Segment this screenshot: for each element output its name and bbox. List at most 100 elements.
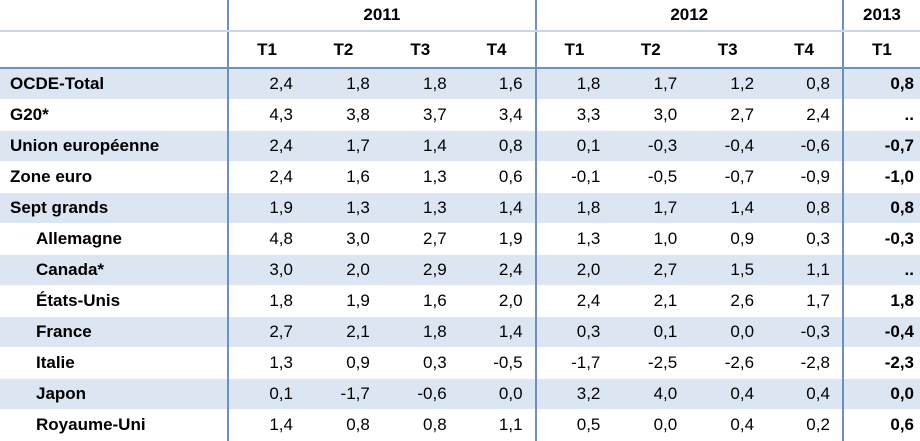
table-body: OCDE-Total 2,4 1,8 1,8 1,6 1,8 1,7 1,2 0,8 0,8 G20… — [0, 68, 920, 441]
value-cell: 0,6 — [842, 409, 920, 441]
value-cell: 1,7 — [766, 285, 844, 317]
value-cell: -0,3 — [842, 223, 920, 255]
header-corner-cell — [0, 31, 230, 69]
quarter-header: T2 — [304, 31, 382, 69]
value-cell: 3,0 — [612, 99, 690, 131]
value-cell: 2,6 — [689, 285, 767, 317]
value-cell: 0,4 — [766, 378, 844, 410]
value-cell: 1,3 — [535, 223, 613, 255]
row-label: Sept grands — [0, 192, 230, 224]
value-cell: 0,9 — [689, 223, 767, 255]
value-cell: 0,5 — [535, 409, 613, 441]
table-row: Royaume-Uni 1,4 0,8 0,8 1,1 0,5 0,0 0,4 0,2 0,6 — [0, 409, 920, 441]
row-label: G20* — [0, 99, 230, 131]
row-label: OCDE-Total — [0, 68, 230, 100]
value-cell: -0,7 — [842, 130, 920, 162]
quarter-header: T1 — [842, 31, 920, 69]
value-cell: 1,8 — [228, 285, 305, 317]
value-cell: .. — [842, 254, 920, 286]
value-cell: 0,8 — [766, 68, 844, 100]
value-cell: 0,8 — [458, 130, 537, 162]
quarter-header: T4 — [458, 31, 537, 69]
value-cell: -0,5 — [612, 161, 690, 193]
value-cell: 2,4 — [766, 99, 844, 131]
table-row: France 2,7 2,1 1,8 1,4 0,3 0,1 0,0 -0,3 -0,4 — [0, 316, 920, 348]
value-cell: 1,8 — [535, 192, 613, 224]
value-cell: 1,8 — [535, 68, 613, 100]
value-cell: 1,1 — [766, 254, 844, 286]
row-label: Zone euro — [0, 161, 230, 193]
value-cell: 1,3 — [381, 161, 459, 193]
value-cell: 1,2 — [689, 68, 767, 100]
value-cell: -0,9 — [766, 161, 844, 193]
value-cell: 1,3 — [228, 347, 305, 379]
row-label: Union européenne — [0, 130, 230, 162]
row-label: Canada* — [0, 254, 230, 286]
value-cell: -1,7 — [535, 347, 613, 379]
quarter-header: T1 — [535, 31, 613, 69]
value-cell: 2,7 — [689, 99, 767, 131]
row-label: France — [0, 316, 230, 348]
year-header-2012: 2012 — [535, 0, 844, 32]
table-row: Union européenne 2,4 1,7 1,4 0,8 0,1 -0,3 -0,4-… — [0, 130, 920, 162]
value-cell: 0,0 — [842, 378, 920, 410]
value-cell: 1,7 — [612, 192, 690, 224]
value-cell: 1,8 — [304, 68, 382, 100]
value-cell: 0,1 — [228, 378, 305, 410]
value-cell: 1,8 — [842, 285, 920, 317]
table-row: Japon 0,1 -1,7 -0,6 0,0 3,2 4,0 0,4 0,4 0,0 — [0, 378, 920, 410]
value-cell: 1,6 — [381, 285, 459, 317]
value-cell: 1,3 — [381, 192, 459, 224]
value-cell: 1,4 — [228, 409, 305, 441]
value-cell: 0,1 — [535, 130, 613, 162]
table-row: OCDE-Total 2,4 1,8 1,8 1,6 1,8 1,7 1,2 0,8 0,8 — [0, 68, 920, 100]
value-cell: -2,3 — [842, 347, 920, 379]
value-cell: 0,2 — [766, 409, 844, 441]
value-cell: 3,7 — [381, 99, 459, 131]
value-cell: 0,8 — [842, 192, 920, 224]
value-cell: 0,4 — [689, 378, 767, 410]
value-cell: 0,3 — [381, 347, 459, 379]
value-cell: -0,3 — [766, 316, 844, 348]
year-header-2011: 2011 — [228, 0, 537, 32]
value-cell: 0,0 — [458, 378, 537, 410]
value-cell: 3,8 — [304, 99, 382, 131]
value-cell: 2,1 — [304, 316, 382, 348]
value-cell: -2,8 — [766, 347, 844, 379]
value-cell: .. — [842, 99, 920, 131]
value-cell: 3,4 — [458, 99, 537, 131]
value-cell: 1,8 — [381, 316, 459, 348]
table-row: Italie 1,3 0,9 0,3 -0,5 -1,7 -2,5 -2,6 -2,8 -2,3 — [0, 347, 920, 379]
value-cell: 0,8 — [304, 409, 382, 441]
value-cell: -0,5 — [458, 347, 537, 379]
value-cell: 1,4 — [458, 192, 537, 224]
quarter-header: T3 — [689, 31, 767, 69]
value-cell: 4,3 — [228, 99, 305, 131]
table-row: Zone euro 2,4 1,6 1,3 0,6 -0,1 -0,5 -0,7 -0,9 -1,… — [0, 161, 920, 193]
value-cell: 1,4 — [458, 316, 537, 348]
value-cell: -0,1 — [535, 161, 613, 193]
quarter-header: T4 — [766, 31, 844, 69]
quarter-header: T3 — [381, 31, 459, 69]
value-cell: 3,0 — [304, 223, 382, 255]
year-header-2013: 2013 — [842, 0, 920, 32]
value-cell: 2,9 — [381, 254, 459, 286]
value-cell: 0,8 — [842, 68, 920, 100]
value-cell: 1,8 — [381, 68, 459, 100]
row-label: Allemagne — [0, 223, 230, 255]
value-cell: 2,4 — [458, 254, 537, 286]
value-cell: 2,1 — [612, 285, 690, 317]
value-cell: 2,4 — [535, 285, 613, 317]
value-cell: 4,0 — [612, 378, 690, 410]
value-cell: 2,7 — [228, 316, 305, 348]
value-cell: 1,9 — [458, 223, 537, 255]
value-cell: 3,2 — [535, 378, 613, 410]
value-cell: 2,0 — [535, 254, 613, 286]
table-row: Sept grands 1,9 1,3 1,3 1,4 1,8 1,7 1,4 0,8 0,8 — [0, 192, 920, 224]
quarter-header-row: T1 T2 T3 T4 T1 T2 T3 T4 T1 — [0, 31, 920, 69]
value-cell: 1,9 — [228, 192, 305, 224]
table-row: G20* 4,3 3,8 3,7 3,4 3,3 3,0 2,7 2,4.. — [0, 99, 920, 131]
value-cell: 1,6 — [458, 68, 537, 100]
value-cell: 2,4 — [228, 161, 305, 193]
